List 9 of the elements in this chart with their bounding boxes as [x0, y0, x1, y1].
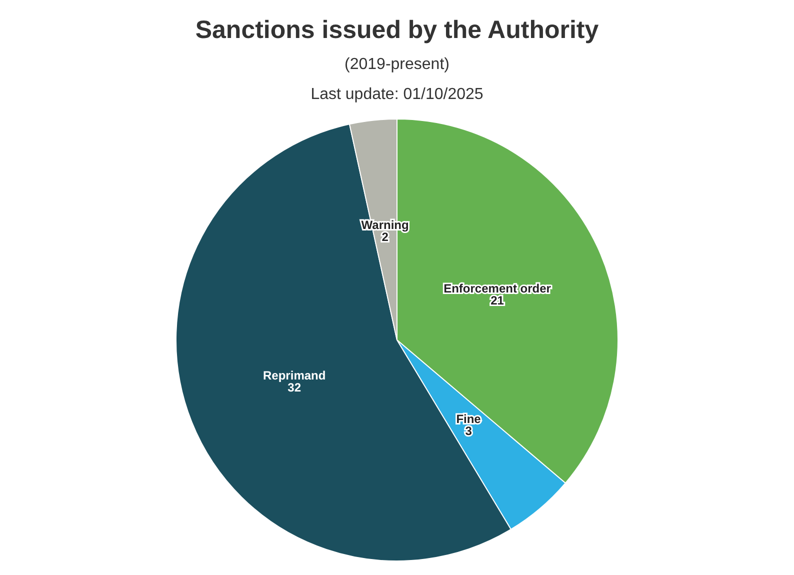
data-label: 32 — [288, 380, 302, 395]
slice-label: Fine — [456, 412, 482, 426]
slice-label: Enforcement order — [444, 281, 552, 296]
data-label: 3 — [465, 424, 472, 438]
slice-label: Reprimand — [263, 368, 326, 383]
data-label: 21 — [490, 293, 504, 308]
text: Last update: 01/10/2025 — [310, 86, 484, 103]
chart-title: Sanctions issued by the Authority — [195, 16, 599, 44]
chart-subtitle: (2019-present) — [344, 56, 450, 73]
